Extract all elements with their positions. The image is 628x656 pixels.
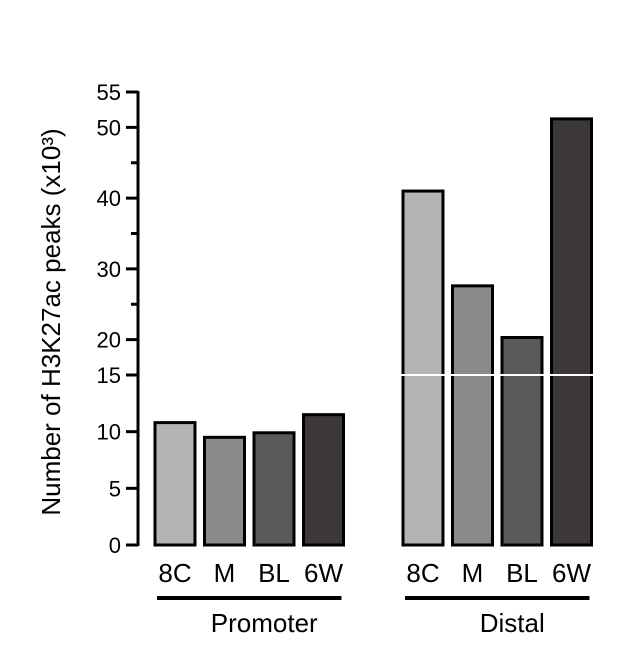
y-axis: 0 5 10 15 20 30 40 50 55 — [97, 80, 140, 558]
x-tick-label: 6W — [552, 558, 591, 588]
y-tick-label: 15 — [97, 363, 121, 388]
group-label: Distal — [480, 608, 545, 638]
bar-distal-bl — [500, 336, 544, 547]
bar-distal-8c — [401, 189, 445, 547]
bars — [153, 117, 594, 547]
bar-promoter-8c — [153, 421, 197, 547]
y-axis-label: Number of H3K27ac peaks (x10³) — [36, 128, 66, 515]
bar-promoter-6w — [302, 413, 345, 547]
y-tick-label: 30 — [97, 257, 121, 282]
bar-promoter-m — [203, 435, 246, 547]
y-tick-label: 20 — [97, 328, 121, 353]
y-tick-label: 40 — [97, 186, 121, 211]
y-tick-label: 10 — [97, 420, 121, 445]
x-tick-label: 8C — [406, 558, 439, 588]
bar-distal-m — [451, 284, 494, 547]
x-tick-label: M — [214, 558, 236, 588]
x-tick-label: BL — [506, 558, 538, 588]
x-tick-label: 6W — [304, 558, 343, 588]
group-label: Promoter — [211, 608, 318, 638]
x-tick-label: M — [462, 558, 484, 588]
x-tick-label: 8C — [158, 558, 191, 588]
y-tick-label: 50 — [97, 115, 121, 140]
bar-distal-6w — [550, 117, 593, 547]
y-tick-label: 0 — [109, 533, 121, 558]
x-tick-label: BL — [258, 558, 290, 588]
bar-promoter-bl — [252, 431, 296, 547]
y-tick-label: 55 — [97, 80, 121, 105]
y-tick-label: 5 — [109, 476, 121, 501]
